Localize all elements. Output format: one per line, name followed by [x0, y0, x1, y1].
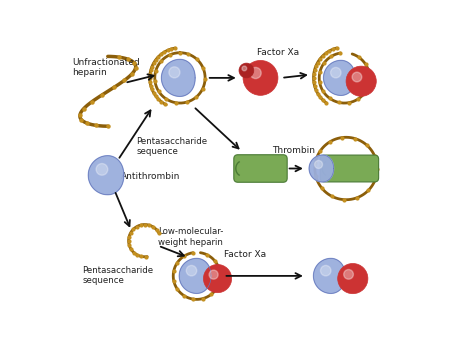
Circle shape	[320, 266, 331, 276]
FancyBboxPatch shape	[234, 155, 287, 182]
Circle shape	[96, 163, 108, 175]
Polygon shape	[179, 258, 211, 293]
FancyBboxPatch shape	[320, 155, 379, 182]
Circle shape	[337, 264, 368, 294]
Circle shape	[352, 72, 362, 82]
Text: Antithrombin: Antithrombin	[121, 172, 181, 181]
Polygon shape	[88, 156, 124, 195]
Circle shape	[346, 66, 376, 96]
Circle shape	[209, 270, 218, 279]
Circle shape	[242, 66, 246, 71]
Text: Low-molecular-
weight heparin: Low-molecular- weight heparin	[158, 227, 224, 247]
Circle shape	[315, 160, 323, 168]
Circle shape	[330, 67, 341, 78]
Circle shape	[203, 265, 232, 293]
Polygon shape	[324, 60, 356, 95]
Text: Factor Xa: Factor Xa	[224, 250, 266, 258]
Polygon shape	[313, 258, 345, 293]
Circle shape	[169, 67, 180, 78]
Text: Unfractionated
heparin: Unfractionated heparin	[73, 58, 140, 77]
Circle shape	[344, 270, 354, 279]
Polygon shape	[162, 59, 195, 96]
Text: Factor Xa: Factor Xa	[257, 48, 299, 57]
Text: Thrombin: Thrombin	[272, 146, 315, 155]
Circle shape	[239, 63, 254, 78]
Circle shape	[243, 60, 278, 95]
Circle shape	[186, 266, 197, 276]
Text: Pentasaccharide
sequence: Pentasaccharide sequence	[82, 266, 154, 285]
Polygon shape	[309, 155, 334, 182]
Text: Pentasaccharide
sequence: Pentasaccharide sequence	[137, 136, 208, 156]
Circle shape	[250, 67, 261, 79]
